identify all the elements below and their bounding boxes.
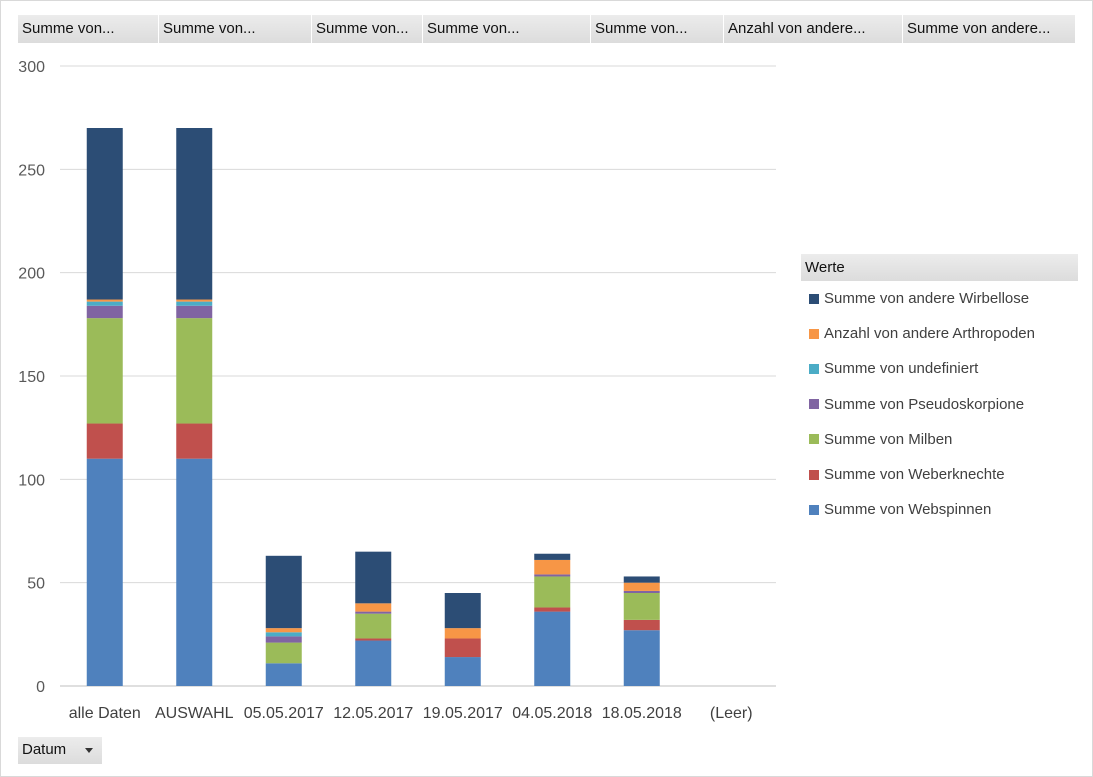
value-field-buttons: Summe von... Summe von... Summe von... Summ… xyxy=(18,15,1076,43)
bar-segment xyxy=(534,559,571,575)
bar-segment xyxy=(623,630,660,686)
bar-segment xyxy=(265,642,302,664)
y-tick-label: 300 xyxy=(18,59,45,76)
bar-segment xyxy=(534,576,571,608)
legend-item: Summe von Milben xyxy=(809,430,1035,465)
bar-segment xyxy=(86,299,123,302)
legend-item: Summe von undefiniert xyxy=(809,359,1035,394)
legend-label: Summe von andere Wirbellose xyxy=(824,290,1030,308)
legend-label: Summe von Weberknechte xyxy=(824,466,1005,484)
bar-segment xyxy=(86,423,123,459)
x-tick-label: alle Daten xyxy=(69,705,141,722)
legend-item: Summe von Webspinnen xyxy=(809,500,1035,535)
legend-label: Summe von Milben xyxy=(824,430,953,448)
bar-segment xyxy=(623,590,660,593)
bar-segment xyxy=(176,318,213,424)
legend-label: Summe von Webspinnen xyxy=(824,501,992,519)
field-button-7[interactable]: Summe von andere... xyxy=(903,15,1076,43)
legend-label: Summe von Pseudoskorpione xyxy=(824,395,1025,413)
legend-item: Summe von andere Wirbellose xyxy=(809,289,1035,324)
legend-item: Anzahl von andere Arthropoden xyxy=(809,324,1035,359)
legend-swatch xyxy=(809,328,819,339)
bar-segment xyxy=(623,619,660,631)
y-tick-label: 250 xyxy=(18,162,45,179)
bar-segment xyxy=(534,574,571,577)
bar-segment xyxy=(444,628,481,639)
y-tick-label: 0 xyxy=(36,679,45,696)
legend-swatch xyxy=(809,399,819,410)
x-tick-label: AUSWAHL xyxy=(155,705,234,722)
bar-segment xyxy=(265,632,302,637)
bar-segment xyxy=(86,305,123,319)
bar-segment xyxy=(444,657,481,686)
legend-label: Anzahl von andere Arthropoden xyxy=(824,325,1035,343)
dropdown-arrow-icon[interactable] xyxy=(85,748,93,753)
legend-item: Summe von Pseudoskorpione xyxy=(809,395,1035,430)
bar-segment xyxy=(355,638,392,641)
bar-segment xyxy=(86,318,123,424)
legend-label: Summe von undefiniert xyxy=(824,360,979,378)
bar-segment xyxy=(623,576,660,583)
bar-segment xyxy=(534,607,571,612)
field-button-2[interactable]: Summe von... xyxy=(159,15,312,43)
legend-title: Werte xyxy=(801,254,1078,281)
legend-swatch xyxy=(809,434,819,445)
field-button-1[interactable]: Summe von... xyxy=(18,15,159,43)
bar-segment xyxy=(623,593,660,620)
legend-swatch xyxy=(809,504,819,515)
field-button-3[interactable]: Summe von... xyxy=(312,15,423,43)
legend: Summe von andere Wirbellose Anzahl von an… xyxy=(809,289,1035,535)
field-button-4[interactable]: Summe von... xyxy=(423,15,591,43)
x-tick-label: 18.05.2018 xyxy=(602,705,682,722)
bar-segment xyxy=(355,603,392,612)
bar-segment xyxy=(355,551,392,604)
bar-segment xyxy=(265,628,302,633)
bar-segment xyxy=(265,663,302,686)
field-button-6[interactable]: Anzahl von andere... xyxy=(724,15,903,43)
y-tick-label: 200 xyxy=(18,266,45,283)
bar-segment xyxy=(176,301,213,306)
bar-segment xyxy=(86,301,123,306)
bar-segment xyxy=(534,553,571,560)
bar-segment xyxy=(444,593,481,629)
bar-segment xyxy=(355,640,392,686)
axis-field-button-datum[interactable]: Datum xyxy=(18,737,102,764)
legend-item: Summe von Weberknechte xyxy=(809,465,1035,500)
bar-segment xyxy=(176,128,213,300)
bar-segment xyxy=(176,299,213,302)
legend-swatch xyxy=(809,469,819,480)
bar-segment xyxy=(355,613,392,639)
bar-segment xyxy=(444,638,481,658)
bar-segment xyxy=(534,611,571,686)
bar-segment xyxy=(86,128,123,300)
x-tick-label: 05.05.2017 xyxy=(244,705,324,722)
x-tick-label: (Leer) xyxy=(710,705,753,722)
bar-segment xyxy=(176,423,213,459)
bar-segment xyxy=(265,636,302,643)
x-tick-label: 12.05.2017 xyxy=(333,705,413,722)
bar-segment xyxy=(176,458,213,686)
axis-field-label: Datum xyxy=(22,741,67,758)
x-tick-label: 04.05.2018 xyxy=(512,705,592,722)
y-tick-label: 150 xyxy=(18,369,45,386)
legend-swatch xyxy=(809,363,819,374)
x-tick-label: 19.05.2017 xyxy=(423,705,503,722)
bar-segment xyxy=(623,582,660,591)
y-tick-label: 50 xyxy=(27,576,45,593)
y-tick-label: 100 xyxy=(18,472,45,489)
legend-swatch xyxy=(809,293,819,304)
bar-segment xyxy=(176,305,213,319)
field-button-5[interactable]: Summe von... xyxy=(591,15,724,43)
bar-segment xyxy=(265,555,302,629)
bar-segment xyxy=(86,458,123,686)
bar-segment xyxy=(355,611,392,614)
